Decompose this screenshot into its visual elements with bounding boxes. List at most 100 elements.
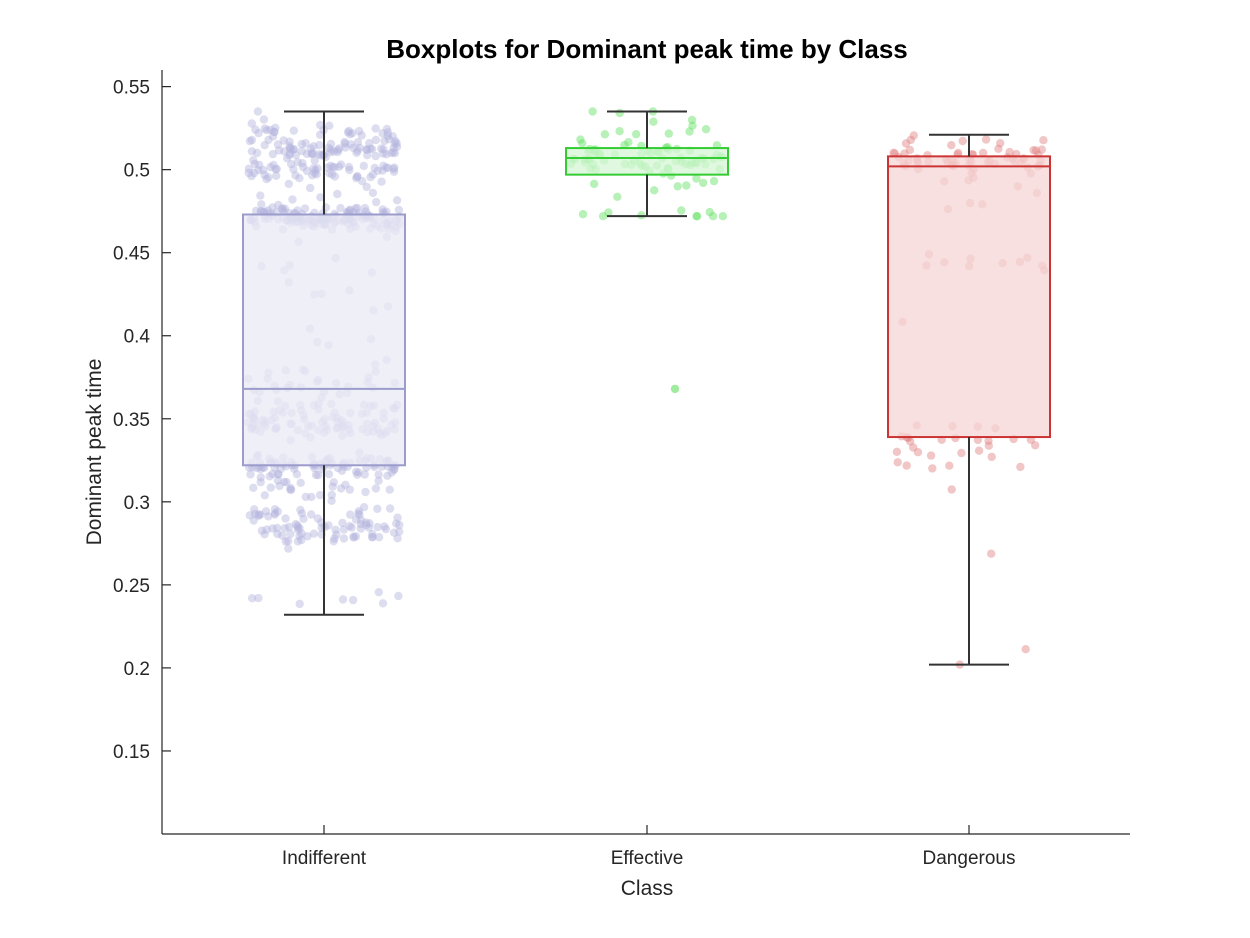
data-point-indifferent [361, 518, 371, 527]
data-point-effective [632, 130, 641, 139]
data-point-indifferent [256, 207, 266, 216]
data-point-indifferent [362, 520, 371, 530]
data-point-indifferent [297, 535, 306, 545]
data-point-indifferent [297, 139, 306, 149]
data-point-indifferent [355, 143, 364, 152]
data-point-indifferent [274, 200, 283, 210]
data-point-indifferent [385, 485, 394, 494]
data-point-indifferent [378, 599, 388, 608]
data-point-indifferent [250, 509, 260, 518]
boxes-layer [242, 110, 1051, 666]
data-point-indifferent [353, 470, 362, 479]
data-point-indifferent [287, 159, 296, 169]
data-point-indifferent [359, 503, 369, 512]
data-point-indifferent [368, 532, 377, 542]
data-point-indifferent [293, 206, 302, 215]
data-point-indifferent [374, 588, 383, 597]
data-point-indifferent [284, 536, 293, 546]
data-point-indifferent [354, 507, 364, 516]
y-axis-label: Dominant peak time [83, 359, 106, 546]
data-point-indifferent [266, 162, 275, 172]
data-point-effective [578, 139, 587, 148]
data-point-dangerous [1037, 145, 1047, 154]
data-point-indifferent [356, 520, 366, 529]
data-point-effective [673, 182, 682, 191]
data-point-indifferent [341, 480, 350, 489]
data-point-indifferent [276, 464, 285, 474]
data-point-indifferent [346, 140, 355, 149]
data-point-indifferent [330, 534, 339, 543]
data-point-indifferent [353, 146, 362, 155]
data-point-indifferent [271, 165, 280, 174]
data-point-indifferent [338, 518, 347, 528]
data-point-indifferent [247, 119, 256, 128]
data-point-indifferent [286, 144, 295, 154]
data-point-indifferent [346, 510, 355, 519]
data-point-indifferent [336, 484, 346, 493]
data-point-indifferent [300, 204, 310, 213]
data-point-indifferent [354, 509, 363, 518]
data-point-indifferent [389, 465, 399, 475]
data-point-indifferent [263, 206, 273, 215]
data-point-dangerous [1039, 136, 1048, 145]
data-point-indifferent [308, 171, 317, 180]
data-point-indifferent [247, 147, 257, 156]
data-point-indifferent [274, 470, 283, 479]
data-point-indifferent [383, 131, 392, 140]
y-tick-label: 0.15 [113, 742, 150, 763]
data-point-indifferent [324, 521, 333, 530]
data-point-indifferent [384, 135, 394, 144]
data-point-indifferent [253, 107, 263, 116]
y-tick-label: 0.25 [113, 576, 150, 597]
data-point-indifferent [254, 128, 263, 138]
data-point-indifferent [293, 157, 302, 167]
data-point-indifferent [296, 478, 305, 487]
data-point-indifferent [254, 510, 264, 519]
data-point-indifferent [249, 483, 258, 492]
data-point-indifferent [327, 490, 336, 500]
data-point-indifferent [270, 127, 279, 137]
data-point-indifferent [347, 523, 356, 532]
y-tick-label: 0.2 [124, 659, 150, 680]
data-point-indifferent [329, 537, 338, 546]
data-point-effective [688, 121, 697, 130]
data-point-indifferent [285, 142, 294, 151]
data-point-indifferent [366, 172, 375, 182]
data-point-indifferent [373, 522, 382, 532]
data-point-dangerous [945, 461, 954, 470]
data-point-indifferent [284, 544, 293, 553]
data-point-indifferent [289, 126, 298, 135]
axes-layer: 0.15 0.2 0.25 0.3 0.35 0.4 0.45 0.5 0.55 Indiffer… [113, 70, 1130, 869]
data-point-indifferent [268, 149, 278, 159]
data-point-indifferent [368, 170, 377, 179]
data-point-indifferent [291, 520, 300, 529]
data-point-indifferent [254, 511, 263, 520]
x-axis-label: Class [621, 877, 674, 900]
data-point-effective [578, 210, 588, 219]
data-point-dangerous [889, 148, 898, 157]
data-point-indifferent [382, 163, 391, 172]
data-point-indifferent [357, 516, 366, 525]
data-point-indifferent [273, 529, 282, 539]
data-point-dangerous [984, 441, 993, 450]
data-point-indifferent [389, 147, 398, 157]
data-point-indifferent [357, 131, 366, 140]
data-point-indifferent [273, 507, 282, 516]
data-point-indifferent [333, 189, 342, 199]
data-point-indifferent [266, 125, 275, 134]
data-point-indifferent [286, 483, 295, 493]
data-point-dangerous [957, 448, 966, 458]
data-point-indifferent [325, 169, 334, 178]
data-point-indifferent [327, 496, 336, 505]
data-point-indifferent [314, 150, 324, 159]
data-point-indifferent [332, 530, 341, 539]
data-point-indifferent [273, 523, 282, 533]
data-point-indifferent [260, 530, 269, 539]
data-point-indifferent [329, 147, 339, 156]
data-point-indifferent [344, 126, 354, 136]
data-point-indifferent [351, 532, 361, 541]
data-point-indifferent [367, 533, 377, 542]
x-tick-label-effective: Effective [611, 848, 684, 869]
data-point-indifferent [364, 523, 374, 532]
